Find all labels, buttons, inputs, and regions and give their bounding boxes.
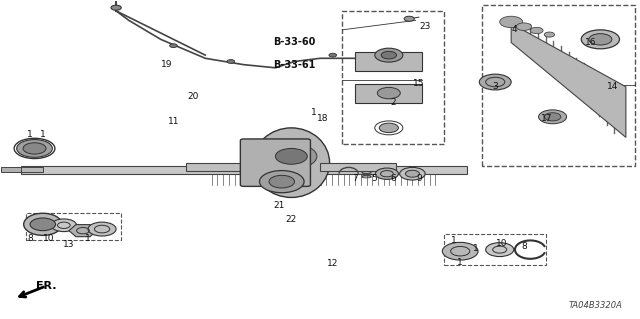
Bar xyxy=(355,52,422,71)
Bar xyxy=(1,167,20,172)
Text: 20: 20 xyxy=(187,92,198,101)
Text: FR.: FR. xyxy=(36,281,57,291)
Circle shape xyxy=(376,168,398,179)
Circle shape xyxy=(544,32,554,37)
Text: 8: 8 xyxy=(27,234,33,243)
Circle shape xyxy=(30,218,56,231)
Circle shape xyxy=(442,242,478,260)
Text: 12: 12 xyxy=(327,259,339,268)
Bar xyxy=(17,167,43,172)
Circle shape xyxy=(405,170,419,177)
Circle shape xyxy=(51,219,77,232)
Text: 14: 14 xyxy=(607,82,619,91)
Text: 11: 11 xyxy=(168,117,179,126)
Bar xyxy=(444,234,546,265)
Circle shape xyxy=(544,113,561,121)
Ellipse shape xyxy=(253,128,330,197)
Text: 2: 2 xyxy=(390,98,396,107)
Text: 10: 10 xyxy=(496,239,508,248)
Text: 7: 7 xyxy=(352,174,358,183)
Text: 1: 1 xyxy=(40,130,45,139)
Text: 18: 18 xyxy=(317,114,329,123)
Text: 17: 17 xyxy=(540,114,552,123)
Text: B-33-60: B-33-60 xyxy=(273,38,316,48)
Text: 15: 15 xyxy=(413,79,424,88)
Circle shape xyxy=(259,171,304,193)
Circle shape xyxy=(329,53,337,57)
Circle shape xyxy=(266,144,317,169)
Text: 21: 21 xyxy=(273,201,284,210)
Ellipse shape xyxy=(24,213,62,235)
Circle shape xyxy=(539,110,566,124)
Bar xyxy=(320,163,396,171)
Circle shape xyxy=(170,44,177,48)
Text: 9: 9 xyxy=(416,174,422,183)
Polygon shape xyxy=(69,225,97,237)
Text: 19: 19 xyxy=(161,60,173,69)
Bar xyxy=(20,166,467,174)
Text: 16: 16 xyxy=(585,38,596,47)
Circle shape xyxy=(88,222,116,236)
Text: 1: 1 xyxy=(27,130,33,139)
Text: 10: 10 xyxy=(44,234,55,243)
Text: 1: 1 xyxy=(458,258,463,267)
Circle shape xyxy=(581,30,620,49)
Circle shape xyxy=(269,175,294,188)
Bar xyxy=(355,84,422,103)
Circle shape xyxy=(227,60,235,63)
Circle shape xyxy=(399,167,425,180)
Text: 4: 4 xyxy=(511,25,517,34)
Text: 3: 3 xyxy=(492,82,498,91)
Text: 1: 1 xyxy=(84,234,90,243)
Circle shape xyxy=(275,148,307,164)
Text: B-33-61: B-33-61 xyxy=(273,60,316,70)
Text: 23: 23 xyxy=(419,22,431,31)
Circle shape xyxy=(500,16,523,28)
Circle shape xyxy=(516,23,532,31)
Circle shape xyxy=(23,143,46,154)
Circle shape xyxy=(486,243,514,256)
Text: 8: 8 xyxy=(521,242,527,251)
FancyBboxPatch shape xyxy=(241,139,310,186)
Text: 6: 6 xyxy=(390,174,396,183)
Circle shape xyxy=(589,33,612,45)
Text: 1: 1 xyxy=(311,108,317,116)
Circle shape xyxy=(531,27,543,33)
Circle shape xyxy=(375,48,403,62)
Bar xyxy=(26,213,121,240)
Text: 1: 1 xyxy=(473,243,479,253)
Polygon shape xyxy=(511,24,626,137)
Circle shape xyxy=(404,16,414,21)
Text: TA04B3320A: TA04B3320A xyxy=(569,301,623,310)
Circle shape xyxy=(381,51,396,59)
Text: 22: 22 xyxy=(285,215,297,224)
Text: 5: 5 xyxy=(371,174,377,183)
Circle shape xyxy=(111,5,121,10)
Circle shape xyxy=(378,87,400,99)
Circle shape xyxy=(479,74,511,90)
Text: 1: 1 xyxy=(451,236,457,245)
Circle shape xyxy=(17,140,52,157)
Circle shape xyxy=(380,123,398,133)
Text: 13: 13 xyxy=(63,241,74,249)
Bar xyxy=(186,163,256,171)
